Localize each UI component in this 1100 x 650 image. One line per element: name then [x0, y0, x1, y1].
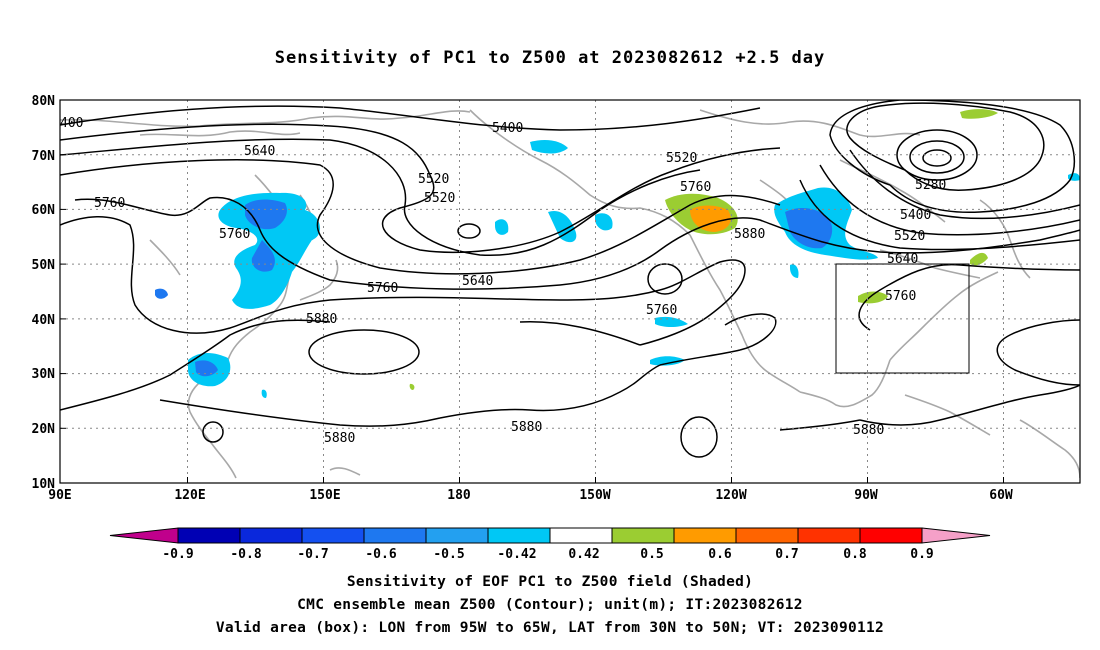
colorbar-swatch — [797, 527, 861, 544]
lon-label: 90W — [854, 488, 878, 503]
colorbar-swatch — [177, 527, 241, 544]
caption-shading: Sensitivity of EOF PC1 to Z500 field (Sh… — [346, 574, 754, 590]
sensitivity-shading — [155, 109, 1080, 398]
contour-label: 5400 — [492, 121, 523, 136]
colorbar-swatch — [549, 527, 613, 544]
colorbar-label: -0.9 — [162, 547, 193, 562]
lat-label: 10N — [32, 477, 56, 492]
lat-label: 20N — [32, 422, 56, 437]
colorbar-label: 0.42 — [568, 547, 599, 562]
colorbar-label: 0.5 — [640, 547, 663, 562]
colorbar-swatch — [239, 527, 303, 544]
lat-label: 30N — [32, 367, 56, 382]
contour-label: 5640 — [887, 252, 918, 267]
colorbar-swatch — [921, 527, 991, 544]
colorbar-swatch — [363, 527, 427, 544]
axis-ticks — [60, 99, 1004, 483]
contour-label: 5760 — [367, 281, 398, 296]
contour-label: 5760 — [219, 227, 250, 242]
lat-label: 80N — [32, 94, 56, 109]
lat-label: 40N — [32, 313, 56, 328]
caption-valid-area: Valid area (box): LON from 95W to 65W, L… — [215, 620, 885, 636]
lon-label: 120W — [715, 488, 746, 503]
lon-label: 150W — [579, 488, 610, 503]
colorbar-label: -0.6 — [365, 547, 396, 562]
colorbar-swatch — [611, 527, 675, 544]
colorbar-swatch — [673, 527, 737, 544]
contour-label: 5280 — [915, 178, 946, 193]
map-frame — [59, 99, 1081, 484]
colorbar-label: 0.8 — [843, 547, 867, 562]
lon-label: 180 — [447, 488, 471, 503]
colorbar-swatch — [425, 527, 489, 544]
colorbar-swatch — [109, 527, 179, 544]
contour-label: 5520 — [418, 172, 449, 187]
lon-label: 150E — [309, 488, 340, 503]
contour-label: 5880 — [734, 227, 765, 242]
contour-label: 5880 — [511, 420, 542, 435]
lat-label: 70N — [32, 149, 56, 164]
contour-label: 5760 — [646, 303, 677, 318]
lon-label: 60W — [989, 488, 1013, 503]
colorbar-labels: -0.9 -0.8 -0.7 -0.6 -0.5 -0.42 0.42 0.5 … — [162, 547, 933, 562]
lat-label: 60N — [32, 203, 56, 218]
contour-label: 5880 — [306, 312, 337, 327]
colorbar-swatch — [859, 527, 923, 544]
latitude-labels: 80N 70N 60N 50N 40N 30N 20N 10N — [32, 94, 56, 492]
contour-labels: 400 5400 5520 5640 5520 5520 5760 5760 5… — [60, 116, 946, 446]
contour-label: 5640 — [244, 144, 275, 159]
contour-label: 5400 — [900, 208, 931, 223]
colorbar-label: -0.5 — [433, 547, 464, 562]
colorbar-label: 0.9 — [910, 547, 933, 562]
colorbar-label: 0.7 — [775, 547, 798, 562]
graticule — [60, 100, 1080, 483]
colorbar — [109, 527, 991, 544]
contour-label: 5760 — [94, 196, 125, 211]
contour-label: 400 — [60, 116, 83, 131]
colorbar-swatch — [301, 527, 365, 544]
z500-contours — [60, 100, 1080, 458]
contour-label: 5520 — [894, 229, 925, 244]
longitude-labels: 90E 120E 150E 180 150W 120W 90W 60W — [48, 488, 1013, 503]
contour-label: 5760 — [885, 289, 916, 304]
colorbar-label: -0.8 — [230, 547, 261, 562]
contour-label: 5640 — [462, 274, 493, 289]
caption-contour: CMC ensemble mean Z500 (Contour); unit(m… — [297, 597, 803, 613]
lon-label: 120E — [174, 488, 205, 503]
colorbar-swatch — [735, 527, 799, 544]
lon-label: 90E — [48, 488, 71, 503]
contour-label: 5520 — [424, 191, 455, 206]
colorbar-label: -0.7 — [297, 547, 328, 562]
contour-label: 5760 — [680, 180, 711, 195]
contour-label: 5880 — [324, 431, 355, 446]
colorbar-label: -0.42 — [497, 547, 536, 562]
lat-label: 50N — [32, 258, 56, 273]
contour-label: 5520 — [666, 151, 697, 166]
map-title: Sensitivity of PC1 to Z500 at 2023082612… — [274, 48, 826, 68]
contour-label: 5880 — [853, 423, 884, 438]
colorbar-label: 0.6 — [708, 547, 732, 562]
colorbar-swatch — [487, 527, 551, 544]
valid-area-box — [835, 263, 970, 374]
